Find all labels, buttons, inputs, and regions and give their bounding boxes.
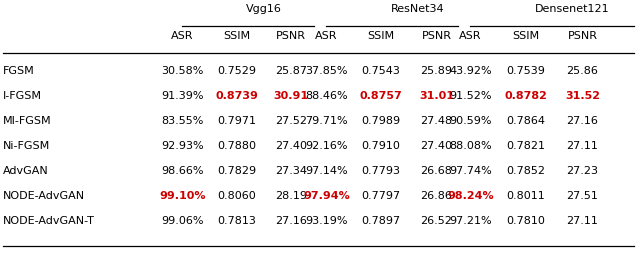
Text: 99.06%: 99.06%	[161, 215, 204, 226]
Text: 25.87: 25.87	[275, 66, 307, 76]
Text: 0.7864: 0.7864	[507, 116, 545, 126]
Text: 31.01: 31.01	[419, 91, 454, 101]
Text: 25.89: 25.89	[420, 66, 452, 76]
Text: SSIM: SSIM	[513, 31, 540, 41]
Text: 27.48: 27.48	[420, 116, 452, 126]
Text: MI-FGSM: MI-FGSM	[3, 116, 52, 126]
Text: 79.71%: 79.71%	[305, 116, 348, 126]
Text: 26.52: 26.52	[420, 215, 452, 226]
Text: 0.7829: 0.7829	[217, 166, 257, 176]
Text: 0.7793: 0.7793	[362, 166, 400, 176]
Text: 92.93%: 92.93%	[161, 141, 204, 151]
Text: SSIM: SSIM	[223, 31, 250, 41]
Text: 83.55%: 83.55%	[161, 116, 204, 126]
Text: 30.58%: 30.58%	[161, 66, 204, 76]
Text: NODE-AdvGAN: NODE-AdvGAN	[3, 190, 85, 201]
Text: 0.7539: 0.7539	[507, 66, 545, 76]
Text: 0.7529: 0.7529	[218, 66, 256, 76]
Text: 28.19: 28.19	[275, 190, 307, 201]
Text: 26.68: 26.68	[420, 166, 452, 176]
Text: FGSM: FGSM	[3, 66, 35, 76]
Text: 27.40: 27.40	[275, 141, 307, 151]
Text: 97.94%: 97.94%	[303, 190, 350, 201]
Text: 0.7810: 0.7810	[507, 215, 545, 226]
Text: 91.52%: 91.52%	[449, 91, 492, 101]
Text: PSNR: PSNR	[568, 31, 597, 41]
Text: 0.7543: 0.7543	[362, 66, 400, 76]
Text: NODE-AdvGAN-T: NODE-AdvGAN-T	[3, 215, 95, 226]
Text: 97.14%: 97.14%	[305, 166, 348, 176]
Text: Vgg16: Vgg16	[246, 4, 282, 14]
Text: PSNR: PSNR	[422, 31, 451, 41]
Text: 31.52: 31.52	[565, 91, 600, 101]
Text: 0.7971: 0.7971	[218, 116, 256, 126]
Text: 98.66%: 98.66%	[161, 166, 204, 176]
Text: 0.8739: 0.8739	[216, 91, 258, 101]
Text: 0.7821: 0.7821	[507, 141, 545, 151]
Text: 90.59%: 90.59%	[449, 116, 492, 126]
Text: 0.8060: 0.8060	[218, 190, 256, 201]
Text: PSNR: PSNR	[276, 31, 306, 41]
Text: 25.86: 25.86	[566, 66, 598, 76]
Text: 88.46%: 88.46%	[305, 91, 348, 101]
Text: 0.7880: 0.7880	[218, 141, 256, 151]
Text: 0.8757: 0.8757	[360, 91, 402, 101]
Text: ASR: ASR	[171, 31, 194, 41]
Text: 27.52: 27.52	[275, 116, 307, 126]
Text: 27.16: 27.16	[566, 116, 598, 126]
Text: 27.51: 27.51	[566, 190, 598, 201]
Text: I-FGSM: I-FGSM	[3, 91, 42, 101]
Text: Densenet121: Densenet121	[535, 4, 610, 14]
Text: SSIM: SSIM	[367, 31, 394, 41]
Text: 0.8011: 0.8011	[507, 190, 545, 201]
Text: 43.92%: 43.92%	[449, 66, 492, 76]
Text: 30.91: 30.91	[274, 91, 308, 101]
Text: 0.7910: 0.7910	[362, 141, 400, 151]
Text: 0.7813: 0.7813	[218, 215, 256, 226]
Text: 88.08%: 88.08%	[449, 141, 492, 151]
Text: 0.7852: 0.7852	[507, 166, 545, 176]
Text: ASR: ASR	[315, 31, 338, 41]
Text: 97.21%: 97.21%	[449, 215, 492, 226]
Text: 97.74%: 97.74%	[449, 166, 492, 176]
Text: 98.24%: 98.24%	[447, 190, 493, 201]
Text: 27.11: 27.11	[566, 141, 598, 151]
Text: 27.16: 27.16	[275, 215, 307, 226]
Text: 0.8782: 0.8782	[505, 91, 547, 101]
Text: Ni-FGSM: Ni-FGSM	[3, 141, 51, 151]
Text: 91.39%: 91.39%	[161, 91, 204, 101]
Text: 0.7989: 0.7989	[361, 116, 401, 126]
Text: 27.34: 27.34	[275, 166, 307, 176]
Text: 27.11: 27.11	[566, 215, 598, 226]
Text: AdvGAN: AdvGAN	[3, 166, 49, 176]
Text: 0.7897: 0.7897	[361, 215, 401, 226]
Text: 26.86: 26.86	[420, 190, 452, 201]
Text: 37.85%: 37.85%	[305, 66, 348, 76]
Text: 27.40: 27.40	[420, 141, 452, 151]
Text: 92.16%: 92.16%	[305, 141, 348, 151]
Text: 0.7797: 0.7797	[361, 190, 401, 201]
Text: 99.10%: 99.10%	[159, 190, 205, 201]
Text: ASR: ASR	[459, 31, 482, 41]
Text: 27.23: 27.23	[566, 166, 598, 176]
Text: 93.19%: 93.19%	[305, 215, 348, 226]
Text: ResNet34: ResNet34	[390, 4, 444, 14]
